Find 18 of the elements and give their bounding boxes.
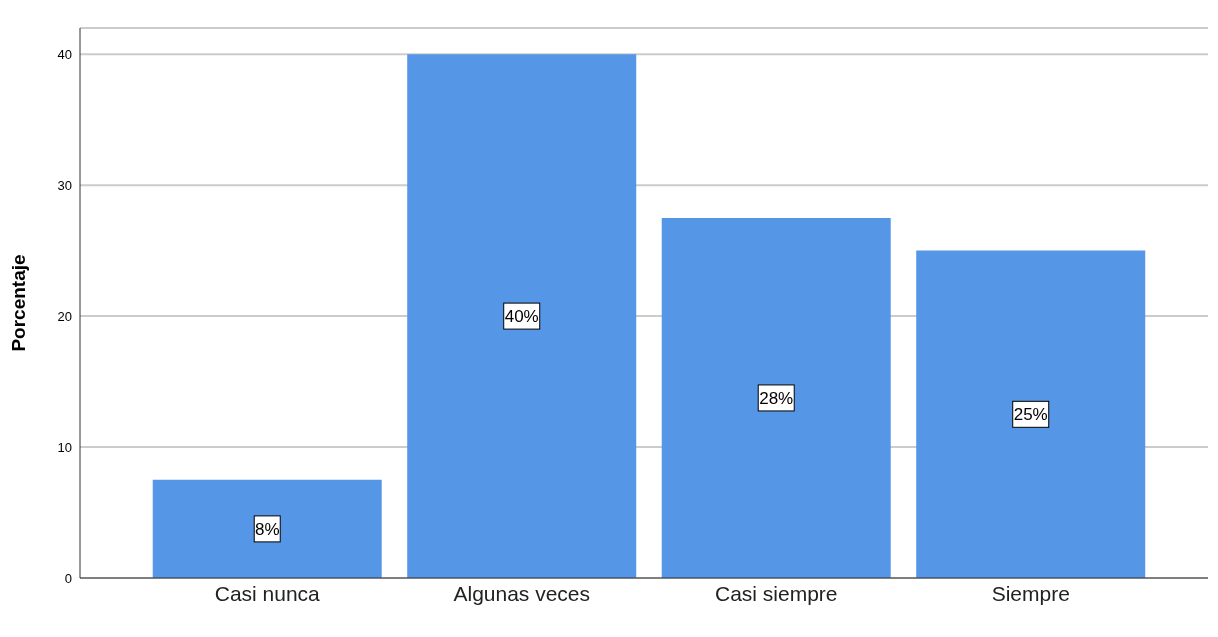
bar [661, 217, 891, 578]
x-tick-label: Siempre [991, 581, 1070, 605]
bar [152, 479, 382, 578]
y-axis-title: Porcentaje [7, 254, 29, 352]
data-label: 28% [759, 388, 794, 408]
x-tick-label: Casi siempre [714, 581, 838, 605]
y-tick-label: 30 [57, 177, 72, 193]
x-tick-label: Casi nunca [214, 581, 321, 605]
y-tick-label: 20 [57, 308, 72, 324]
x-tick-label: Algunas veces [453, 581, 591, 605]
bar [407, 54, 637, 578]
y-tick-label: 0 [64, 570, 72, 586]
data-label: 8% [254, 519, 280, 539]
data-label: 40% [504, 307, 539, 327]
bar [916, 250, 1146, 578]
data-label: 25% [1013, 405, 1048, 425]
y-tick-label: 10 [57, 439, 72, 455]
y-tick-label: 40 [57, 46, 72, 62]
